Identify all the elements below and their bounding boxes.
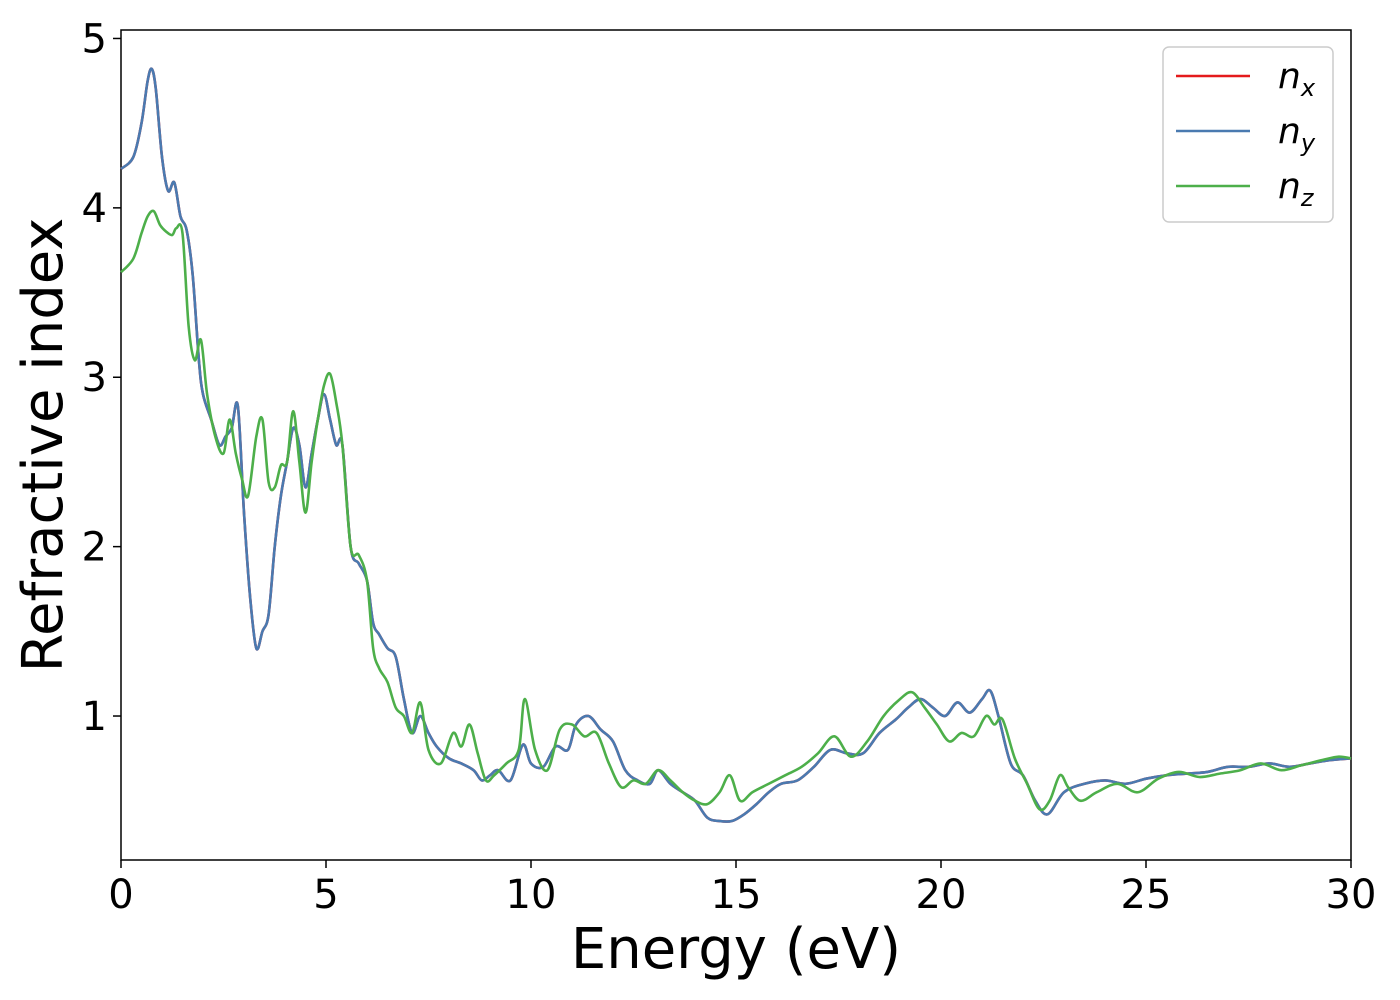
y-tick-label: 5	[82, 16, 107, 62]
legend-frame	[1162, 46, 1334, 223]
y-tick-label: 1	[82, 694, 107, 740]
series-line-z	[120, 209, 1352, 812]
y-axis-title: Refractive index	[11, 218, 76, 673]
y-tick-label: 2	[82, 525, 107, 571]
y-axis: 1 2 3 4 5	[82, 16, 121, 740]
x-tick-label: 15	[711, 872, 762, 918]
x-axis: 0 5 10 15 20 25 30	[108, 860, 1376, 918]
x-tick-label: 25	[1121, 872, 1172, 918]
x-tick-label: 30	[1326, 872, 1377, 918]
x-tick-label: 0	[108, 872, 133, 918]
x-tick-label: 10	[506, 872, 557, 918]
series-lines	[120, 67, 1352, 823]
x-tick-label: 20	[916, 872, 967, 918]
x-axis-title: Energy (eV)	[571, 917, 901, 982]
y-tick-label: 4	[82, 186, 107, 232]
y-tick-label: 3	[82, 355, 107, 401]
plot-area	[120, 29, 1352, 861]
x-tick-label: 5	[313, 872, 338, 918]
